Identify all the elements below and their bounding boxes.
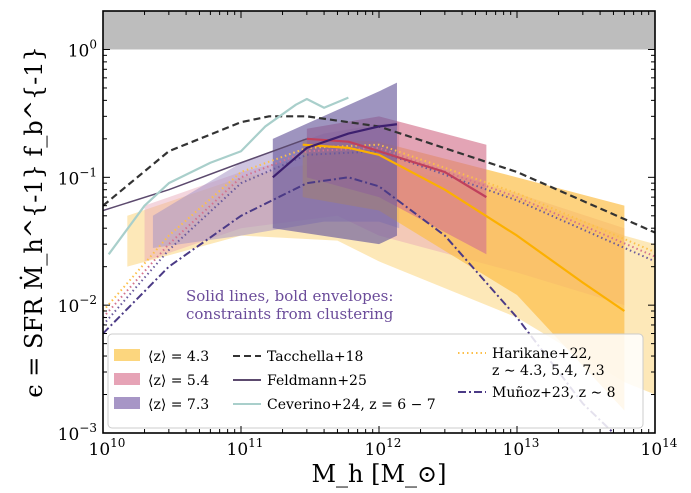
legend-entry-z-5-4-swatch	[114, 373, 140, 385]
x-tick-label: 1013	[503, 436, 540, 460]
x-tick-label: 1011	[227, 436, 264, 460]
y-tick-label: 100	[68, 37, 97, 61]
legend-entry-harikane-22-label-line2: z ∼ 4.3, 5.4, 7.3	[492, 363, 605, 379]
series-line-harikane-22-z-5-4	[103, 146, 655, 319]
x-axis-label: M_h [M_⊙]	[311, 460, 446, 488]
legend-entry-z-7-3-swatch	[114, 397, 140, 409]
envelope-z-7-3-bold	[272, 82, 397, 245]
annotation-line: Solid lines, bold envelopes:	[186, 287, 393, 305]
series-line-feldmann-25	[103, 138, 308, 212]
series-line-tacchella-18	[103, 115, 655, 234]
x-tick-label: 1010	[89, 436, 126, 460]
series-line-ceverino-24-z-6-7	[107, 96, 349, 255]
series-line-z-5-4-clustering	[306, 137, 487, 199]
y-tick-label: 10−1	[58, 165, 97, 189]
legend-entry-feldmann-25-label: Feldmann+25	[267, 373, 367, 389]
legend-entry-harikane-22-label: Harikane+22,	[492, 346, 592, 362]
legend-entry-ceverino-24-z-6-7-label: Ceverino+24, z = 6 − 7	[267, 397, 436, 413]
y-tick-label: 10−3	[58, 421, 97, 445]
legend-entry-z-5-4-label: ⟨z⟩ = 5.4	[148, 373, 209, 389]
x-tick-label: 1012	[365, 436, 402, 460]
legend-entry-tacchella-18-label: Tacchella+18	[267, 349, 363, 365]
x-tick-label: 1014	[641, 436, 678, 460]
y-tick-label: 10−2	[58, 293, 97, 317]
annotation-line: constraints from clustering	[186, 305, 394, 323]
plot-frame	[102, 10, 656, 434]
legend-entry-mu-oz-23-z-8-label: Muñoz+23, z ∼ 8	[492, 385, 616, 401]
legend-entry-z-4-3-swatch	[114, 349, 140, 361]
legend-entry-z-4-3-label: ⟨z⟩ = 4.3	[148, 349, 209, 365]
legend-entry-z-7-3-label: ⟨z⟩ = 7.3	[148, 397, 209, 413]
series-line-harikane-22-z-7-3	[103, 150, 655, 326]
series-line-z-4-3-clustering	[302, 143, 626, 312]
y-axis-label: ϵ = SFR Ṁ_h^{-1} f_b^{-1}	[19, 46, 48, 398]
series-line-z-7-3-clustering	[272, 123, 398, 179]
